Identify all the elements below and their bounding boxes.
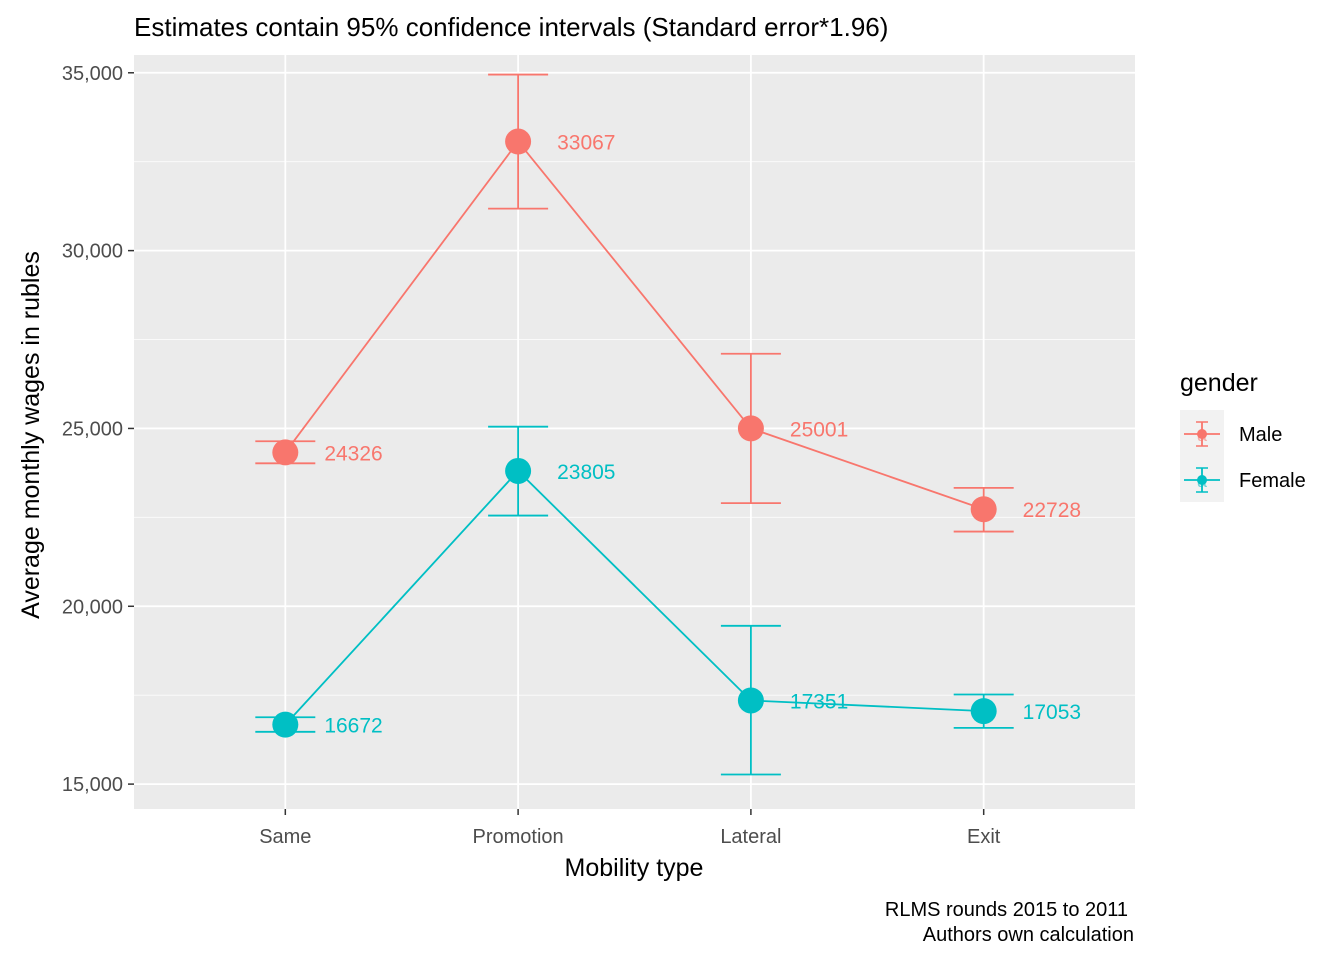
y-tick-label: 15,000 [62, 774, 123, 796]
legend-label-female: Female [1239, 470, 1306, 492]
x-axis: Same Promotion Lateral Exit [259, 809, 1001, 848]
data-point [737, 687, 764, 714]
series-female: 16672 23805 17351 17053 [255, 425, 1081, 776]
data-label: 16672 [324, 715, 382, 738]
x-tick-label: Exit [967, 826, 1001, 848]
data-label: 17053 [1023, 701, 1081, 724]
y-tick-label: 35,000 [62, 63, 123, 85]
x-tick-label: Promotion [473, 826, 564, 848]
legend-key-female: a [1180, 456, 1224, 502]
data-label: 24326 [324, 442, 382, 465]
caption-line-1: RLMS rounds 2015 to 2011 [885, 899, 1128, 921]
data-label: 25001 [790, 418, 848, 441]
y-tick-label: 25,000 [62, 418, 123, 440]
data-point [272, 711, 299, 738]
legend-key-male: a [1180, 410, 1224, 456]
legend-key-point [1197, 429, 1207, 439]
data-point [505, 128, 532, 155]
data-label: 33067 [557, 132, 615, 155]
legend-key-text-glyph: a [1197, 425, 1208, 445]
caption-line-2: Authors own calculation [923, 924, 1134, 946]
series-line [284, 469, 984, 726]
x-axis-title: Mobility type [565, 854, 704, 882]
x-tick-label: Lateral [720, 826, 781, 848]
data-point [505, 457, 532, 484]
y-axis: 15,000 20,000 25,000 30,000 35,000 [62, 63, 134, 796]
data-label: 23805 [557, 461, 615, 484]
y-axis-title: Average monthly wages in rubles [17, 251, 45, 619]
data-label: 17351 [790, 690, 848, 713]
plot-panel [134, 55, 1135, 809]
data-point [737, 415, 764, 442]
chart-title: Estimates contain 95% confidence interva… [134, 12, 888, 42]
series-line [284, 140, 984, 511]
legend-label-male: Male [1239, 424, 1282, 446]
data-label: 22728 [1023, 499, 1081, 522]
legend-key-text-glyph: a [1197, 471, 1208, 491]
x-tick-label: Same [259, 826, 311, 848]
data-point [970, 698, 997, 725]
series-male: 24326 33067 25001 22728 [255, 73, 1081, 533]
data-point [272, 439, 299, 466]
data-point [970, 496, 997, 523]
y-tick-label: 30,000 [62, 241, 123, 263]
y-tick-label: 20,000 [62, 596, 123, 618]
legend-key-point [1197, 475, 1207, 485]
legend: gender a Male a Female [1180, 369, 1306, 502]
series-layer: 24326 33067 25001 22728 16672 23805 17351 17053 [255, 73, 1081, 776]
legend-title: gender [1180, 369, 1258, 397]
